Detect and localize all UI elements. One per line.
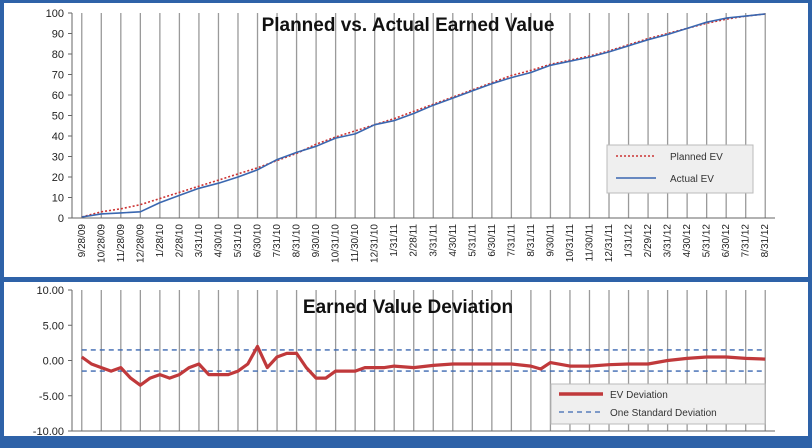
x-tick-label: 8/31/11 (526, 224, 537, 257)
top-y-tick-label: 90 (52, 29, 64, 41)
top-y-tick-label: 80 (52, 49, 64, 61)
bottom-chart-series (80, 344, 766, 387)
top-y-tick-label: 60 (52, 90, 64, 102)
x-tick-label: 9/30/11 (545, 224, 556, 257)
top-chart-panel (4, 3, 808, 277)
x-tick-label: 3/31/12 (663, 224, 674, 258)
bottom-chart-title: Earned Value Deviation (303, 297, 513, 318)
top-chart-legend: Planned EV Actual EV (606, 144, 754, 194)
x-tick-label: 12/31/11 (604, 224, 615, 263)
actual-ev-line (81, 13, 766, 218)
x-tick-label: 3/31/10 (194, 224, 205, 258)
x-tick-label: 4/30/11 (448, 224, 459, 257)
x-tick-label: 5/31/11 (467, 224, 478, 257)
x-tick-label: 10/31/11 (565, 224, 576, 263)
x-tick-label: 7/31/10 (272, 224, 283, 258)
bottom-chart-legend: EV Deviation One Standard Deviation (550, 383, 766, 425)
x-tick-label: 9/28/09 (77, 224, 88, 258)
x-tick-label: 6/30/12 (721, 224, 732, 258)
x-tick-label: 9/30/10 (311, 224, 322, 258)
x-tick-label: 4/30/12 (682, 224, 693, 258)
bottom-y-tick-label: -10.00 (33, 426, 64, 438)
planned-ev-line (81, 13, 766, 218)
x-tick-label: 2/28/11 (409, 224, 420, 257)
legend-actual-ev-label: Actual EV (670, 174, 714, 185)
x-tick-label: 11/28/09 (116, 224, 127, 263)
ev-deviation-line (80, 344, 766, 387)
legend-ev-deviation-label: EV Deviation (610, 390, 668, 401)
x-tick-label: 4/30/10 (213, 224, 224, 258)
top-y-tick-label: 70 (52, 70, 64, 82)
x-tick-label: 2/29/12 (643, 224, 654, 258)
top-y-tick-label: 20 (52, 172, 64, 184)
x-tick-label: 1/31/12 (624, 224, 635, 258)
top-y-ticks: 0 10 20 30 40 50 60 70 80 90 100 (46, 8, 72, 225)
top-x-ticks: 9/28/09 10/28/09 11/28/09 12/28/09 1/28/10 2/… (77, 224, 771, 263)
top-y-tick-label: 40 (52, 131, 64, 143)
x-tick-label: 11/30/11 (584, 224, 595, 262)
x-tick-label: 8/31/10 (292, 224, 303, 258)
x-tick-label: 10/31/10 (331, 224, 342, 263)
top-y-tick-label: 100 (46, 8, 64, 20)
x-tick-label: 1/31/11 (389, 224, 400, 257)
legend-planned-ev-label: Planned EV (670, 152, 723, 163)
x-tick-label: 1/28/10 (155, 224, 166, 258)
top-y-tick-label: 50 (52, 111, 64, 123)
top-chart-title: Planned vs. Actual Earned Value (262, 15, 555, 36)
x-tick-label: 6/30/11 (487, 224, 498, 257)
x-tick-label: 7/31/12 (741, 224, 752, 258)
top-y-tick-label: 10 (52, 193, 64, 205)
x-tick-label: 5/31/12 (702, 224, 713, 258)
top-y-tick-label: 30 (52, 152, 64, 164)
bottom-y-tick-label: -5.00 (39, 391, 64, 403)
top-chart-series (81, 13, 766, 218)
x-tick-label: 12/28/09 (135, 224, 146, 263)
bottom-y-tick-label: 10.00 (36, 285, 64, 297)
x-tick-label: 3/31/11 (428, 224, 439, 257)
legend-std-deviation-label: One Standard Deviation (610, 408, 717, 419)
x-tick-label: 8/31/12 (760, 224, 771, 258)
bottom-y-ticks: 10.00 5.00 0.00 -5.00 -10.00 (33, 285, 72, 438)
x-tick-label: 12/31/10 (370, 224, 381, 263)
bottom-y-tick-label: 0.00 (43, 356, 64, 368)
x-tick-label: 5/31/10 (233, 224, 244, 258)
x-tick-label: 2/28/10 (174, 224, 185, 258)
x-tick-label: 6/30/10 (253, 224, 264, 258)
x-tick-label: 10/28/09 (96, 224, 107, 263)
top-y-tick-label: 0 (58, 213, 64, 225)
x-tick-label: 11/30/10 (350, 224, 361, 263)
bottom-y-tick-label: 5.00 (43, 320, 64, 332)
x-tick-label: 7/31/11 (506, 224, 517, 257)
